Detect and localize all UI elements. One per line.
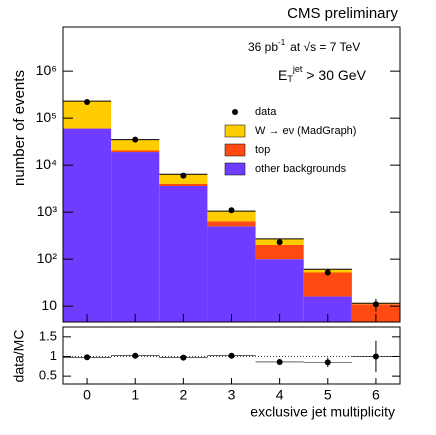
bar-segment [207, 226, 256, 322]
x-tick-label: 3 [228, 387, 236, 403]
legend-label: data [255, 106, 277, 118]
x-label: exclusive jet multiplicity [250, 404, 395, 420]
y-tick-label: 10² [37, 250, 58, 266]
ratio-point [372, 353, 379, 360]
y-tick-label: 10⁴ [35, 156, 57, 172]
y-tick-label: 1 [50, 348, 57, 363]
y-tick-label: 0.5 [39, 368, 57, 383]
x-tick-label: 1 [131, 387, 139, 403]
ratio-y-label: data/MC [11, 330, 27, 383]
lumi-text: 36 pb [248, 40, 278, 54]
ratio-point [228, 352, 235, 359]
data-point [84, 99, 91, 106]
ratio-point [180, 354, 187, 361]
x-tick-label: 0 [83, 387, 91, 403]
y-tick-label: 10 [41, 297, 57, 313]
legend-label: W → eν (MadGraph) [255, 125, 356, 137]
lumi-sup: -1 [278, 38, 286, 47]
data-point [276, 239, 283, 246]
x-tick-label: 6 [372, 387, 380, 403]
y-tick-label: 10³ [37, 203, 58, 219]
data-point [132, 136, 139, 143]
x-tick-label: 2 [179, 387, 187, 403]
legend-label: other backgrounds [255, 163, 347, 175]
bar-segment [111, 152, 160, 322]
bar-segment [159, 186, 208, 322]
chart-title: CMS preliminary [287, 5, 398, 22]
bar-segment [207, 221, 256, 227]
bar-segment [351, 304, 400, 322]
ratio-point [84, 354, 91, 361]
data-point [372, 301, 379, 308]
x-tick-label: 4 [276, 387, 284, 403]
legend-swatch [224, 162, 246, 176]
bar-segment [207, 211, 256, 222]
legend-swatch [224, 124, 246, 138]
y-tick-label: 1.5 [39, 328, 57, 343]
bar-segment [111, 139, 160, 151]
legend-marker [232, 109, 238, 115]
x-tick-label: 5 [324, 387, 332, 403]
cut: ETjet > 30 GeV [278, 64, 367, 84]
ratio-point [276, 358, 283, 365]
y-label: number of events [11, 70, 28, 186]
bar-segment [255, 259, 304, 322]
bar-segment [63, 128, 112, 322]
bar-segment [159, 174, 208, 184]
bar-segment [303, 272, 352, 297]
cut-rest: > 30 GeV [306, 67, 366, 83]
y-tick-label: 10⁶ [36, 62, 57, 78]
ratio-point [324, 359, 331, 366]
cut-symbol: E [278, 67, 287, 83]
bar-segment [159, 183, 208, 187]
bar-segment [63, 101, 112, 129]
legend-label: top [255, 144, 270, 156]
legend-swatch [224, 143, 246, 157]
bar-segment [111, 150, 160, 153]
data-point [324, 269, 331, 276]
bar-segment [255, 245, 304, 260]
data-point [180, 172, 187, 179]
y-tick-label: 10⁵ [36, 109, 57, 125]
lumi-rest: at √s = 7 TeV [290, 40, 360, 54]
cut-sup: jet [292, 64, 303, 74]
luminosity: 36 pb-1 at √s = 7 TeV [248, 38, 360, 54]
data-point [228, 207, 235, 214]
ratio-point [132, 352, 139, 359]
cut-sub: T [287, 74, 293, 84]
